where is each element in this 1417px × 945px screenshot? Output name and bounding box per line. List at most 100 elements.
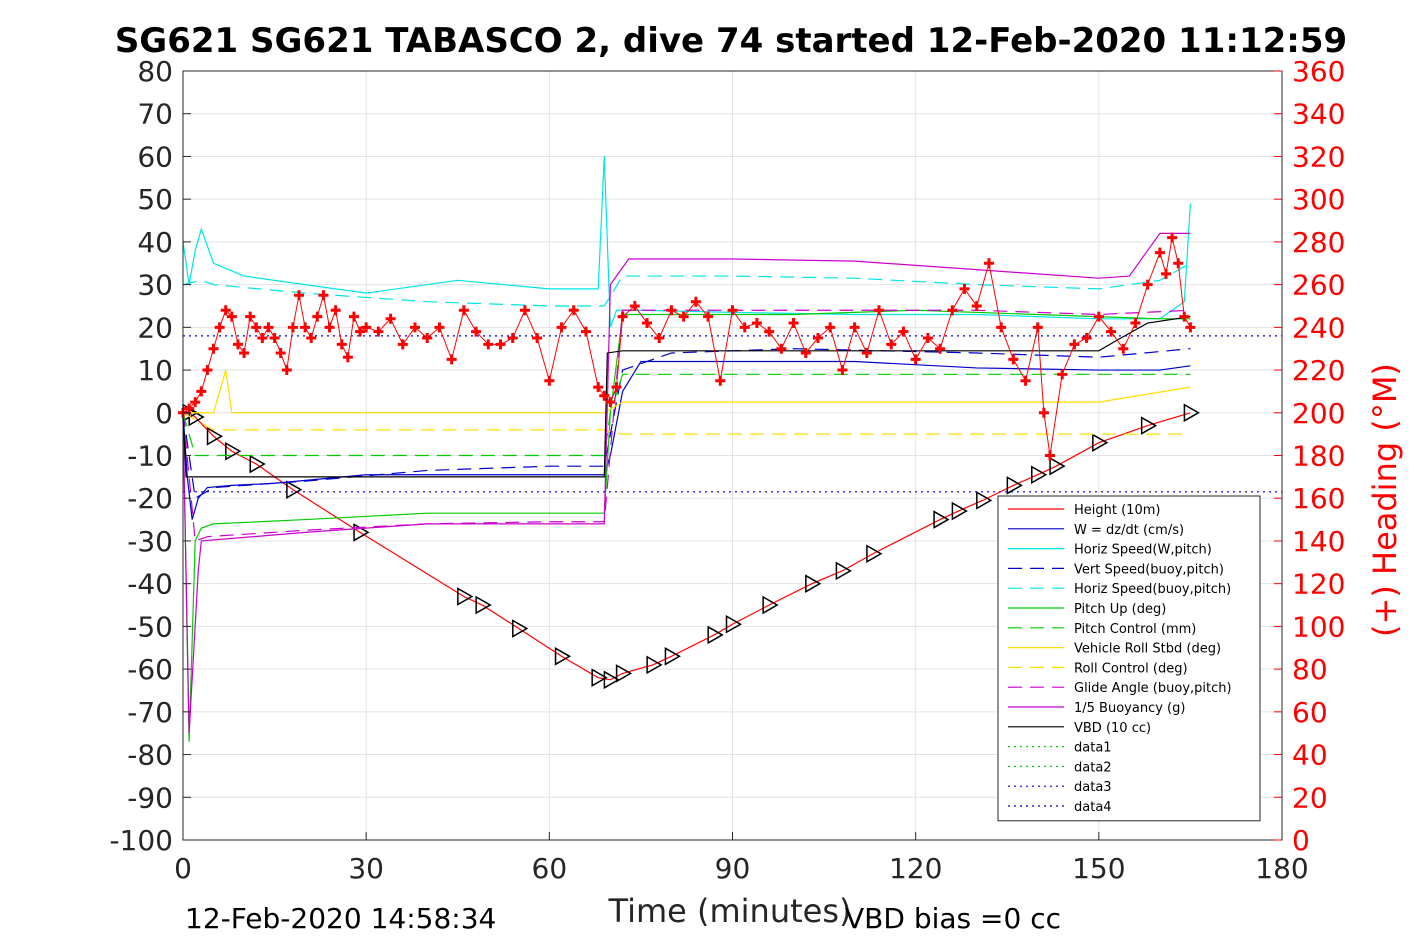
height-marker (951, 501, 968, 521)
height-marker (1183, 403, 1200, 423)
heading-marker (232, 339, 243, 350)
heading-marker (996, 322, 1007, 333)
heading-marker (373, 326, 384, 337)
legend-label: VBD (10 cc) (1074, 721, 1151, 736)
height-marker (1092, 433, 1109, 452)
heading-marker (385, 313, 396, 324)
heading-marker (568, 305, 579, 316)
heading-marker (605, 397, 616, 408)
y-right-tick-label: 260 (1292, 269, 1345, 302)
heading-marker (947, 305, 958, 316)
y-right-tick-label: 240 (1292, 311, 1345, 344)
heading-marker (580, 326, 591, 337)
x-tick-label: 60 (532, 852, 568, 885)
height-marker (1049, 456, 1066, 476)
heading-marker (1106, 326, 1117, 337)
y-left-tick-label: -90 (127, 781, 173, 814)
heading-marker (1032, 322, 1043, 333)
y-right-tick-label: 160 (1292, 482, 1345, 515)
heading-marker (348, 311, 359, 322)
height-marker (805, 574, 822, 593)
heading-marker (703, 311, 714, 322)
heading-marker (1173, 258, 1184, 269)
y-left-tick-label: 20 (137, 311, 173, 344)
y-left-tick-label: -80 (127, 739, 173, 772)
heading-marker (1044, 450, 1055, 461)
height-marker (457, 587, 474, 606)
heading-marker (983, 258, 994, 269)
heading-marker (251, 322, 262, 333)
heading-marker (422, 333, 433, 344)
legend-label: 1/5 Buoyancy (g) (1074, 701, 1185, 716)
heading-marker (825, 322, 836, 333)
height-marker (512, 619, 529, 638)
y-left-tick-label: -50 (127, 610, 173, 643)
x-axis-label: Time (minutes) (608, 892, 852, 930)
y-right-axis: 3603403203002802602402202001801601401201… (1274, 55, 1345, 857)
legend-label: Horiz Speed(W,pitch) (1074, 543, 1212, 558)
legend-label: data3 (1074, 780, 1112, 795)
heading-marker (837, 365, 848, 376)
series-height-10m (183, 412, 1191, 681)
height-marker (1006, 476, 1023, 495)
height-marker (933, 510, 950, 529)
heading-marker (971, 300, 982, 311)
heading-marker (318, 290, 329, 301)
y-left-tick-label: -30 (127, 525, 173, 558)
x-tick-label: 150 (1072, 852, 1125, 885)
heading-marker (434, 322, 445, 333)
y-left-tick-label: -100 (109, 824, 173, 857)
y-left-tick-label: 40 (137, 226, 173, 259)
heading-marker (715, 375, 726, 386)
x-tick-label: 120 (889, 852, 942, 885)
series-vert-speed-buoy-pitch (182, 348, 1191, 500)
heading-marker (245, 311, 256, 322)
heading-marker (1008, 354, 1019, 365)
series-layer (178, 156, 1282, 742)
y-left-tick-label: -10 (127, 440, 173, 473)
y-left-tick-label: 0 (155, 397, 173, 430)
heading-marker (849, 322, 860, 333)
series-vbd-10-cc (182, 316, 1191, 478)
heading-marker (788, 318, 799, 329)
y-left-tick-label: -40 (127, 568, 173, 601)
heading-marker (355, 326, 366, 337)
heading-marker (922, 333, 933, 344)
height-marker (707, 625, 724, 645)
height-marker (249, 454, 266, 474)
heading-marker (300, 322, 311, 333)
heading-marker (483, 339, 494, 350)
heading-marker (1069, 339, 1080, 350)
height-marker (866, 544, 883, 564)
heading-marker (910, 354, 921, 365)
heading-marker (739, 322, 750, 333)
y-left-tick-label: 30 (137, 269, 173, 302)
heading-marker (324, 322, 335, 333)
legend-label: Horiz Speed(buoy,pitch) (1074, 582, 1231, 597)
x-tick-label: 180 (1255, 852, 1308, 885)
heading-marker (458, 305, 469, 316)
y-right-tick-label: 40 (1292, 739, 1328, 772)
heading-marker (342, 352, 353, 363)
height-marker (554, 647, 572, 666)
y-left-tick-label: -20 (127, 482, 173, 515)
y-left-tick-label: -70 (127, 696, 173, 729)
height-marker (286, 480, 303, 499)
heading-marker (495, 339, 506, 350)
legend: Height (10m) W = dz/dt (cm/s) Horiz Speed(… (997, 495, 1261, 822)
heading-marker (1167, 232, 1178, 243)
y-right-tick-label: 100 (1292, 610, 1345, 643)
x-tick-label: 90 (715, 852, 751, 885)
series-w-dz-dt-cm-s (182, 360, 1191, 520)
height-marker (603, 670, 620, 690)
heading-marker (654, 333, 665, 344)
legend-label: data4 (1074, 800, 1112, 815)
y-right-axis-label: (+) Heading (°M) (1366, 363, 1404, 637)
series-horiz-speed-buoy-pitch (182, 262, 1191, 307)
heading-marker (214, 322, 225, 333)
heading-marker (397, 339, 408, 350)
y-right-tick-label: 60 (1292, 696, 1328, 729)
heading-line (182, 237, 1191, 456)
height-marker (475, 595, 492, 615)
